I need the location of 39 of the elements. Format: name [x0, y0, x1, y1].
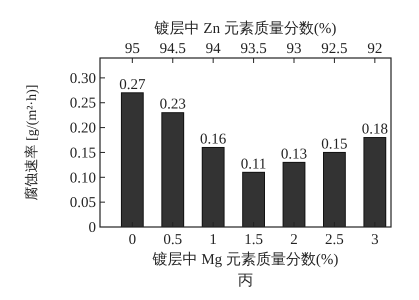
bar [363, 137, 386, 228]
x-tick-label: 0 [128, 232, 136, 248]
y-tick-label: 0 [88, 220, 96, 236]
y-tick-label: 0.15 [70, 145, 96, 162]
y-tick-label: 0.10 [70, 170, 96, 186]
x-axis-title: 镀层中 Mg 元素质量分数(%) [152, 251, 338, 268]
bar [202, 146, 225, 228]
y-tick-label: 0.25 [70, 96, 96, 112]
x2-tick-label: 94.5 [160, 41, 186, 57]
x-tick-label: 0.5 [163, 232, 182, 248]
x-tick-label: 3 [371, 232, 379, 248]
x2-tick-label: 94 [206, 41, 222, 57]
bar [282, 162, 306, 228]
y-tick-label: 0.20 [70, 120, 96, 137]
data-label: 0.16 [200, 131, 227, 148]
x2-tick-label: 92.5 [321, 41, 348, 57]
data-label: 0.27 [119, 76, 146, 93]
x-tick-label: 1.5 [244, 232, 263, 248]
bar [323, 152, 346, 228]
x2-tick-label: 95 [124, 41, 140, 57]
x2-tick-label: 93.5 [240, 41, 267, 57]
x-tick-label: 2.5 [325, 232, 344, 248]
y-tick-label: 0.05 [70, 195, 96, 212]
x2-tick-label: 92 [367, 41, 382, 57]
x2-tick-label: 93 [286, 41, 302, 57]
bar [120, 92, 144, 228]
bar [161, 112, 184, 228]
text: 丙 [238, 273, 253, 289]
data-label: 0.23 [160, 96, 186, 113]
data-label: 0.18 [362, 122, 388, 138]
data-label: 0.15 [321, 136, 348, 152]
bar [242, 172, 265, 228]
x2-axis-title: 镀层中 Zn 元素质量分数(%) [154, 20, 336, 37]
data-label: 0.11 [240, 156, 266, 172]
x-tick-label: 2 [290, 232, 298, 248]
y-axis-title: 腐蚀速率 [g/(m²·h)] [24, 84, 40, 200]
x-tick-label: 1 [209, 232, 217, 248]
y-tick-label: 0.30 [70, 70, 96, 87]
data-label: 0.13 [280, 146, 308, 162]
